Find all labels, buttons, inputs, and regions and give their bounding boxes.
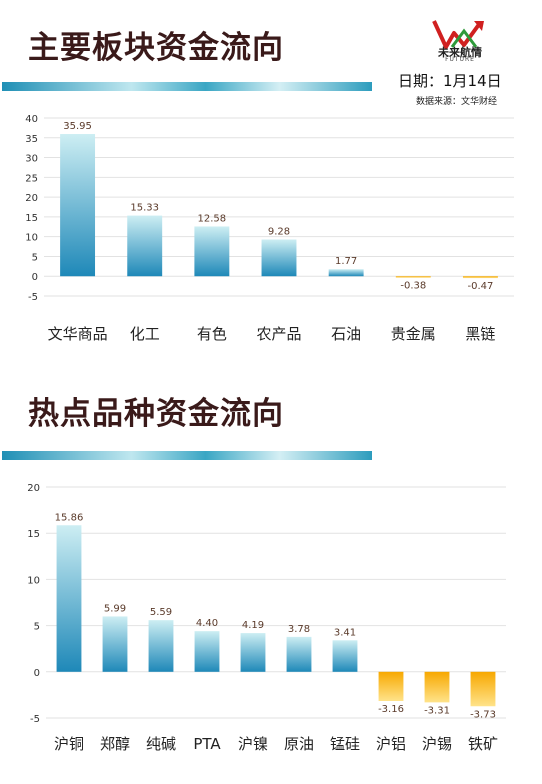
bar <box>378 671 404 701</box>
bar <box>194 631 220 672</box>
bar <box>286 636 312 672</box>
category-label: 文华商品 <box>48 325 108 343</box>
data-label: -3.16 <box>378 704 404 715</box>
category-label: 纯碱 <box>146 735 176 753</box>
logo-subtext: FUTURE <box>445 56 475 63</box>
category-label: 化工 <box>130 325 160 343</box>
bar <box>127 215 163 277</box>
bar <box>332 640 358 672</box>
date-label: 日期：1月14日 <box>398 72 502 90</box>
data-label: 3.41 <box>334 627 356 638</box>
y-tick-label: 5 <box>34 622 40 633</box>
y-tick-label: 20 <box>25 193 38 204</box>
data-label: -0.47 <box>467 281 493 292</box>
data-label: 15.86 <box>55 512 84 523</box>
future-logo-icon <box>432 20 484 49</box>
bar <box>148 620 174 672</box>
bar <box>261 239 297 277</box>
y-tick-label: 0 <box>34 668 40 679</box>
y-tick-label: 25 <box>25 173 38 184</box>
bar <box>56 525 82 672</box>
category-label: 原油 <box>284 735 314 753</box>
data-label: -0.38 <box>400 281 426 292</box>
data-label: 5.99 <box>104 603 126 614</box>
data-label: 12.58 <box>198 213 227 224</box>
category-label: 郑醇 <box>100 735 130 753</box>
y-tick-label: 10 <box>25 233 38 244</box>
category-label: 沪铜 <box>54 735 84 753</box>
source-label: 数据来源：文华财经 <box>416 97 498 107</box>
chart1-plot: 40 35 30 25 20 15 10 5 0 -5 35.95 文华商品 15.33 化工 12.58 有… <box>25 114 514 343</box>
y-tick-label: 40 <box>25 114 38 125</box>
category-label: 沪铝 <box>376 735 406 753</box>
bar <box>462 276 498 279</box>
category-label: PTA <box>193 735 221 753</box>
category-label: 有色 <box>197 325 227 343</box>
category-label: 沪镍 <box>238 735 268 753</box>
y-tick-label: 10 <box>27 575 40 586</box>
chart2-title: 热点品种资金流向 <box>28 396 284 432</box>
bar <box>470 671 496 707</box>
y-tick-label: -5 <box>30 714 40 725</box>
y-tick-label: 15 <box>25 213 38 224</box>
y-tick-label: 5 <box>32 252 38 263</box>
chart2-title-stripe <box>2 451 372 460</box>
data-label: 35.95 <box>63 121 92 132</box>
data-label: -3.31 <box>424 705 450 716</box>
data-label: 1.77 <box>335 256 357 267</box>
bar <box>395 276 431 278</box>
data-label: 4.40 <box>196 618 218 629</box>
category-label: 农产品 <box>256 325 301 343</box>
bar <box>424 671 450 703</box>
bar <box>328 269 364 277</box>
chart1-title: 主要板块资金流向 <box>28 30 284 66</box>
y-tick-label: -5 <box>28 292 38 303</box>
data-label: 15.33 <box>130 203 159 214</box>
category-label: 石油 <box>331 325 361 343</box>
logo-text: 未来航情 <box>438 46 482 59</box>
data-label: 9.28 <box>268 227 290 238</box>
category-label: 贵金属 <box>391 325 436 343</box>
data-label: 3.78 <box>288 624 310 635</box>
category-label: 铁矿 <box>468 735 498 753</box>
category-label: 黑链 <box>465 325 495 343</box>
bar <box>102 616 128 672</box>
bar <box>60 134 96 277</box>
y-tick-label: 20 <box>27 483 40 494</box>
bar <box>240 633 266 672</box>
y-tick-label: 15 <box>27 529 40 540</box>
data-label: -3.73 <box>470 709 496 720</box>
category-label: 锰硅 <box>330 735 360 753</box>
y-tick-label: 30 <box>25 154 38 165</box>
category-label: 沪锡 <box>422 735 452 753</box>
data-label: 5.59 <box>150 607 172 618</box>
data-label: 4.19 <box>242 620 264 631</box>
y-tick-label: 35 <box>25 134 38 145</box>
bar <box>194 226 230 277</box>
chart1-title-stripe <box>2 82 372 91</box>
y-tick-label: 0 <box>32 272 38 283</box>
